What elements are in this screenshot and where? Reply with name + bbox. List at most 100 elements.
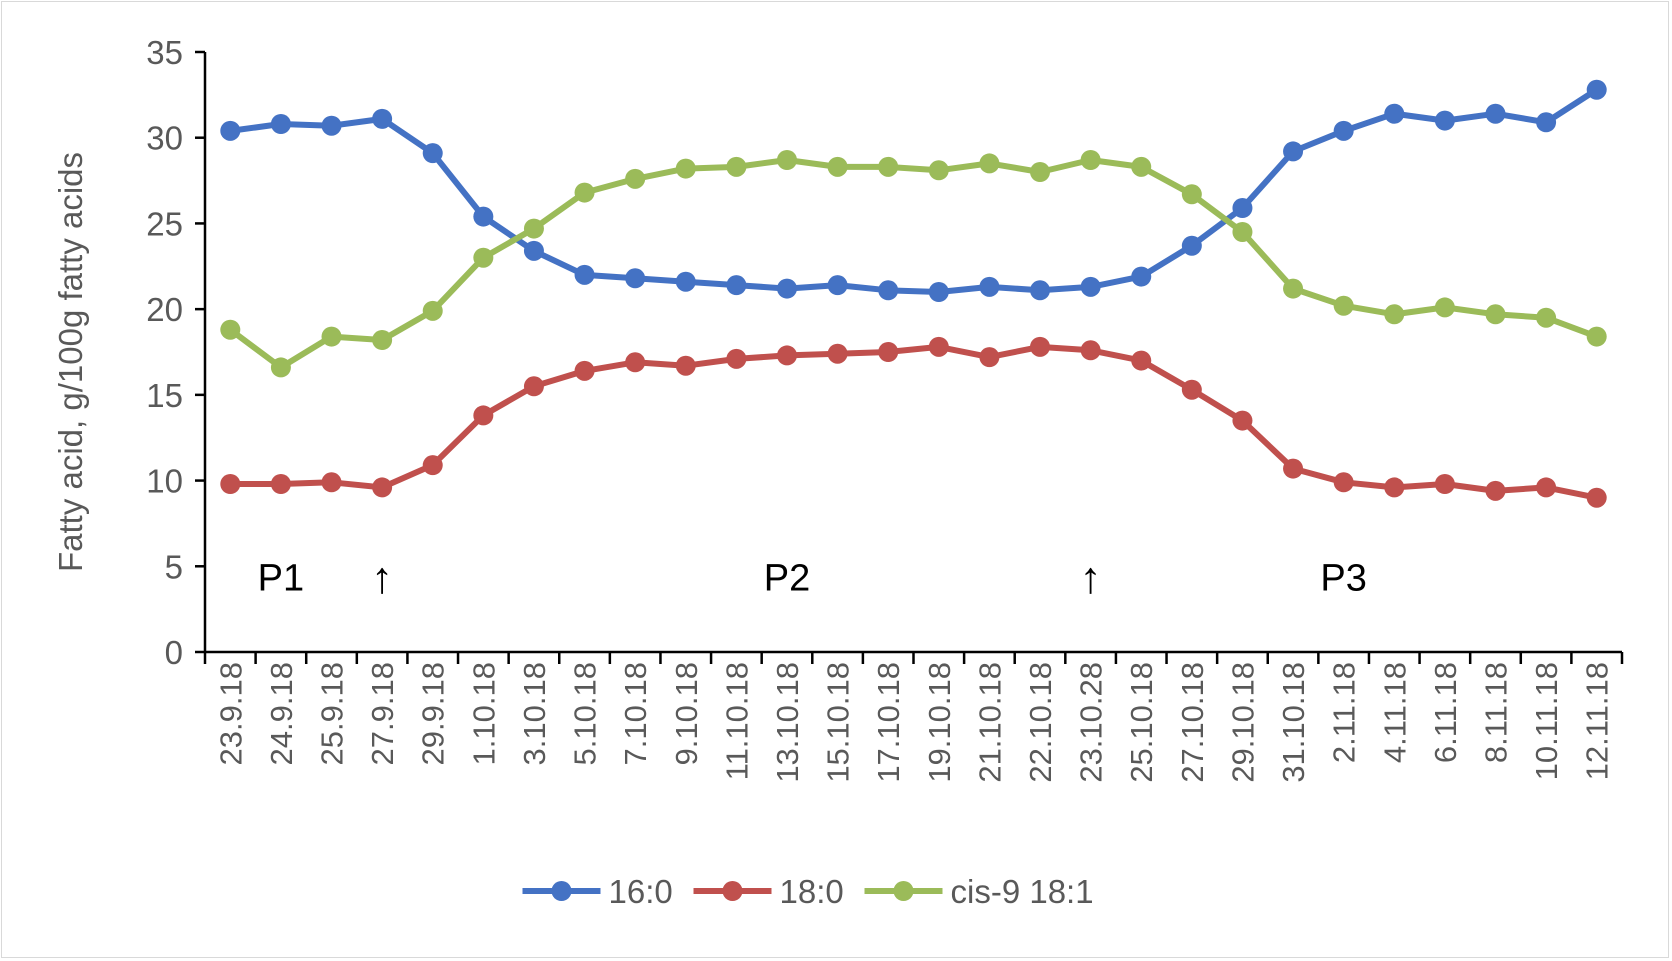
legend-item: 18:0 — [693, 873, 844, 910]
series-line-1 — [227, 343, 1600, 501]
legend-swatch-marker — [551, 881, 572, 901]
data-point — [878, 156, 899, 177]
data-point — [321, 472, 342, 493]
x-tick-label: 8.11.18 — [1478, 662, 1513, 763]
data-point — [372, 108, 393, 129]
data-point — [979, 276, 1000, 297]
x-tick-label: 15.10.18 — [821, 662, 856, 783]
data-point — [1586, 487, 1607, 508]
data-point — [523, 376, 544, 397]
y-axis-label: Fatty acid, g/100g fatty acids — [52, 152, 89, 572]
x-tick-label: 2.11.18 — [1327, 662, 1362, 763]
data-point — [473, 405, 494, 426]
data-point — [1283, 278, 1304, 299]
data-point — [1333, 120, 1354, 141]
data-point — [422, 455, 443, 476]
data-point — [1485, 304, 1506, 325]
data-point — [1536, 307, 1557, 328]
x-tick-label: 13.10.18 — [770, 662, 805, 783]
data-point — [523, 240, 544, 261]
data-point — [1131, 156, 1152, 177]
data-point — [1384, 103, 1405, 124]
x-tick-label: 4.11.18 — [1377, 662, 1412, 763]
data-point — [827, 343, 848, 364]
data-point — [1283, 458, 1304, 479]
data-point — [1333, 472, 1354, 493]
period-label: P2 — [764, 558, 810, 600]
data-point — [473, 247, 494, 268]
data-point — [1030, 280, 1051, 301]
y-tick-label: 25 — [146, 205, 183, 242]
data-point — [827, 275, 848, 296]
legend-label: 16:0 — [609, 873, 673, 910]
data-point — [625, 168, 646, 189]
data-point — [1536, 112, 1557, 133]
x-tick-label: 9.10.18 — [669, 662, 704, 765]
data-point — [220, 474, 241, 494]
legend-item: cis-9 18:1 — [864, 873, 1094, 910]
y-tick-label: 10 — [146, 463, 183, 500]
data-point — [1181, 235, 1202, 256]
data-point — [1232, 222, 1253, 242]
data-point — [878, 280, 899, 301]
data-point — [1434, 297, 1455, 318]
data-point — [776, 345, 797, 366]
x-tick-label: 17.10.18 — [871, 662, 906, 783]
x-tick-label: 23.9.18 — [213, 662, 248, 765]
data-point — [422, 300, 443, 321]
data-point — [321, 326, 342, 347]
data-point — [523, 218, 544, 239]
x-tick-label: 24.9.18 — [264, 662, 299, 765]
data-point — [827, 156, 848, 177]
series-line-0 — [227, 86, 1600, 295]
data-point — [1131, 350, 1152, 371]
x-tick-label: 21.10.18 — [972, 662, 1007, 783]
y-tick-label: 20 — [146, 291, 183, 328]
x-tick-label: 19.10.18 — [922, 662, 957, 783]
data-point — [979, 153, 1000, 174]
data-point — [1030, 162, 1051, 182]
data-point — [1586, 79, 1607, 100]
data-point — [928, 336, 949, 357]
data-point — [1434, 110, 1455, 131]
data-point — [574, 264, 595, 285]
data-point — [1030, 336, 1051, 357]
data-point — [1131, 266, 1152, 287]
data-point — [675, 271, 696, 292]
x-tick-label: 29.10.18 — [1225, 662, 1260, 783]
legend-label: 18:0 — [780, 873, 844, 910]
data-point — [270, 114, 291, 134]
x-tick-label: 11.10.18 — [719, 662, 754, 780]
data-point — [270, 357, 291, 378]
data-point — [726, 348, 747, 369]
data-point — [675, 158, 696, 179]
x-tick-label: 22.10.18 — [1023, 662, 1058, 783]
legend-swatch-marker — [893, 881, 914, 901]
x-tick-label: 12.11.18 — [1580, 662, 1615, 780]
data-point — [675, 355, 696, 376]
data-point — [1080, 340, 1101, 361]
data-point — [1384, 304, 1405, 325]
data-point — [776, 278, 797, 299]
data-point — [422, 143, 443, 164]
x-tick-label: 29.9.18 — [416, 662, 451, 765]
series-line-2 — [227, 157, 1600, 371]
x-tick-label: 1.10.18 — [466, 662, 501, 765]
data-point — [220, 319, 241, 340]
x-tick-label: 3.10.18 — [517, 662, 552, 765]
data-point — [1333, 295, 1354, 316]
data-point — [1586, 326, 1607, 347]
data-point — [928, 160, 949, 181]
data-point — [1080, 150, 1101, 170]
x-tick-label: 23.10.28 — [1074, 662, 1109, 783]
data-point — [1536, 477, 1557, 498]
y-tick-label: 35 — [146, 34, 183, 71]
data-point — [1485, 480, 1506, 501]
legend-swatch-marker — [722, 881, 743, 901]
data-point — [473, 206, 494, 227]
x-tick-label: 6.11.18 — [1428, 662, 1463, 763]
legend-item: 16:0 — [522, 873, 673, 910]
x-tick-label: 25.9.18 — [315, 662, 350, 765]
data-point — [625, 352, 646, 373]
